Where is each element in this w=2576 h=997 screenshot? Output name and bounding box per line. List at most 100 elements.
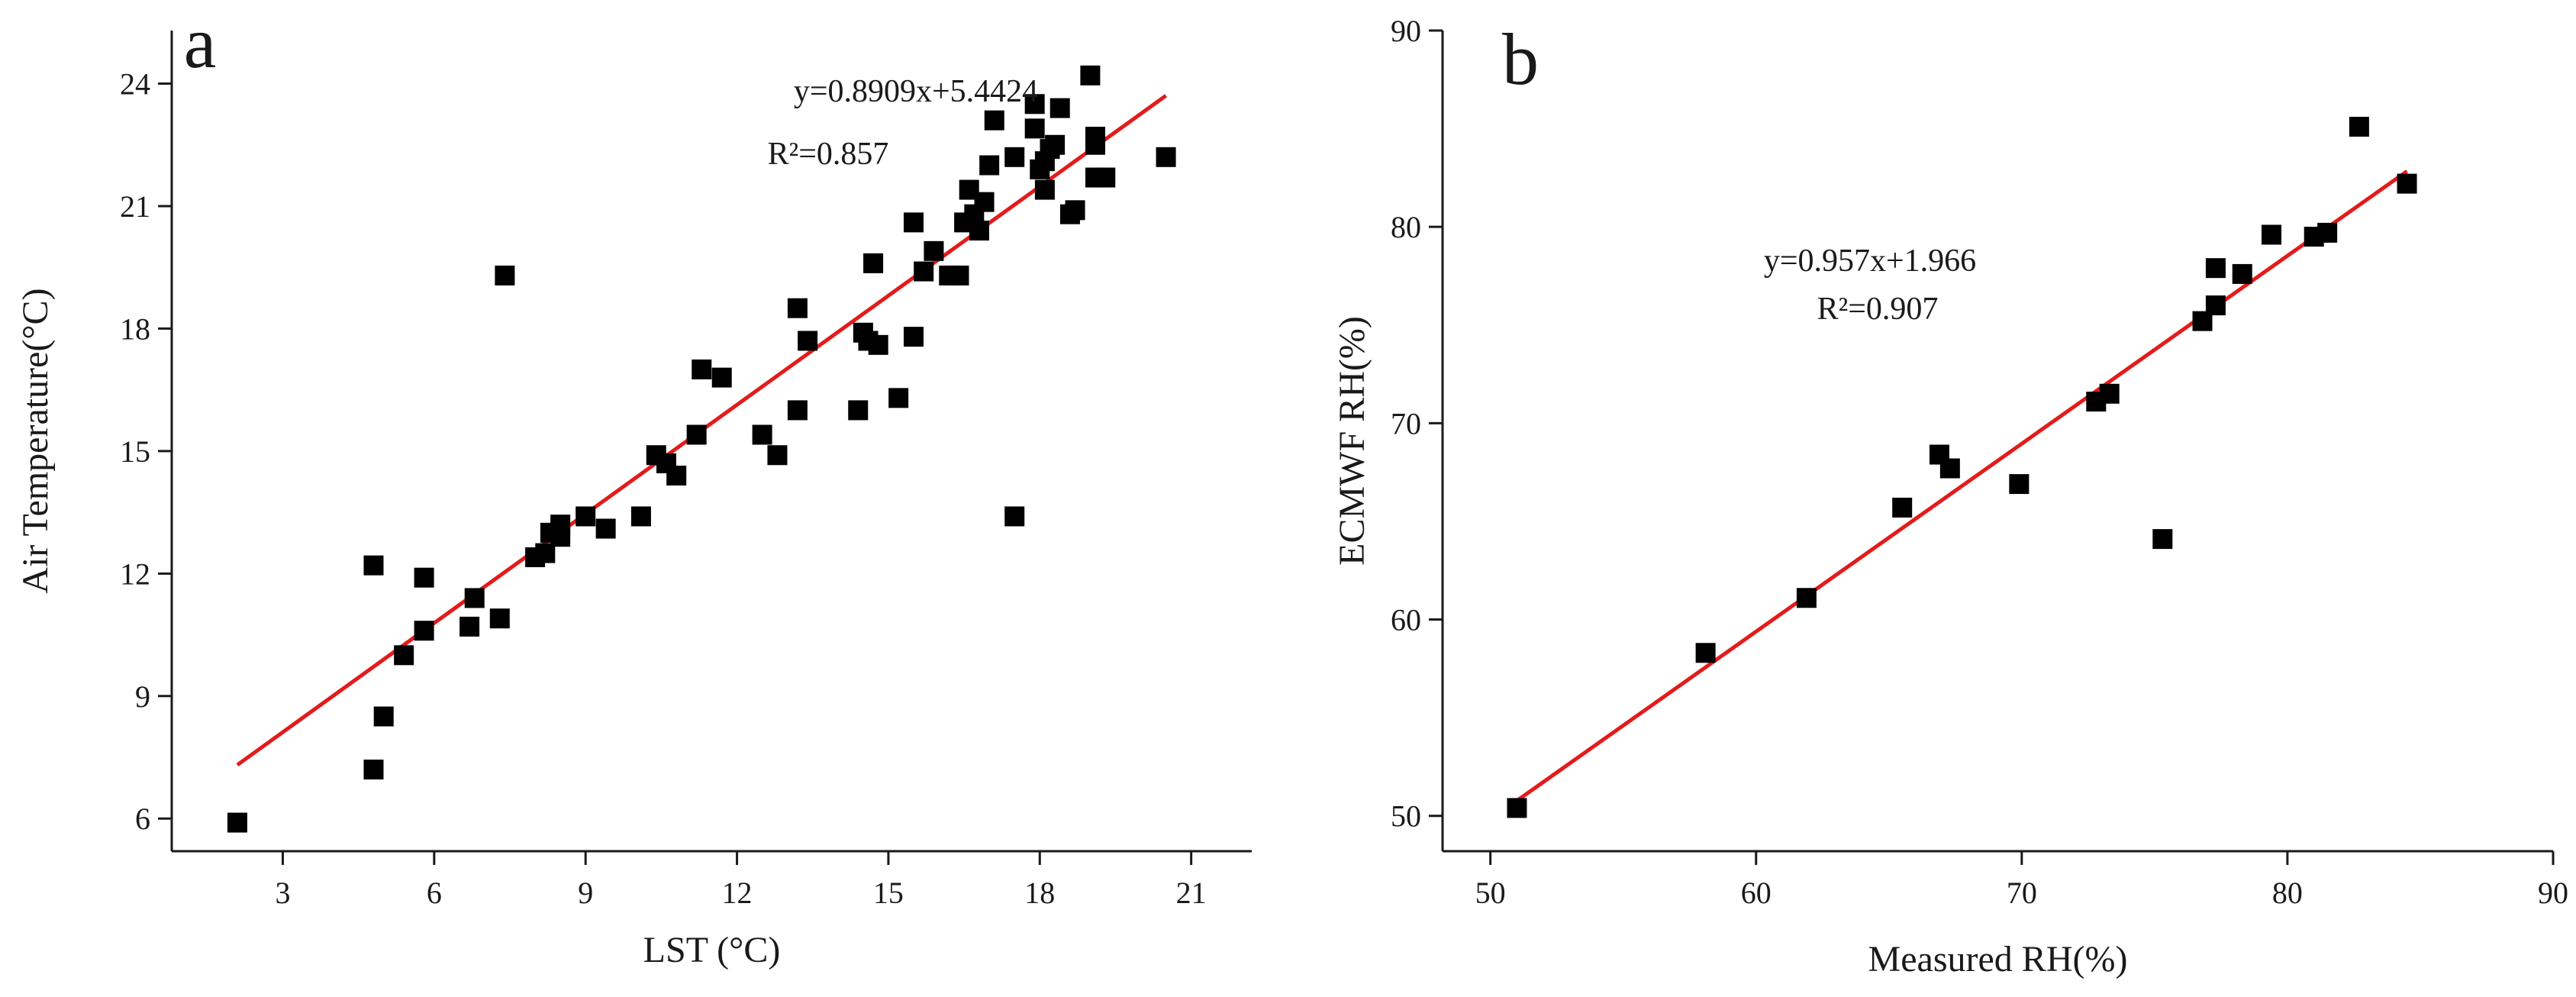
x-axis-label: Measured RH(%) [1868, 939, 2128, 979]
data-point [974, 192, 995, 212]
data-point [363, 760, 384, 780]
data-point [1095, 167, 1116, 188]
x-tick-label: 6 [427, 876, 442, 910]
data-point [2349, 117, 2369, 137]
data-point [979, 155, 1000, 176]
data-point [969, 221, 989, 241]
x-tick-label: 80 [2272, 876, 2303, 910]
data-point [686, 424, 707, 445]
data-point [2009, 474, 2030, 495]
y-tick-label: 60 [1391, 603, 1421, 637]
y-tick-label: 15 [120, 434, 150, 469]
data-point [798, 331, 818, 351]
data-point [2262, 224, 2282, 245]
data-point [666, 465, 687, 486]
y-tick-label: 18 [120, 311, 150, 346]
data-point [1156, 147, 1176, 167]
data-point [903, 212, 924, 233]
data-point [630, 506, 651, 527]
y-tick-label: 50 [1391, 799, 1421, 834]
data-point [1080, 65, 1101, 86]
y-tick-label: 80 [1391, 210, 1421, 244]
data-point [363, 555, 384, 576]
panel-b-chart: 50 60 70 80 90 50 60 70 80 90 b y=0.957x+1.966 R²=0.… [1332, 14, 2568, 979]
data-point [2099, 383, 2120, 404]
data-point [1049, 98, 1070, 118]
data-point [711, 367, 732, 388]
data-point [2205, 258, 2226, 279]
y-tick-label: 9 [135, 679, 150, 714]
x-tick-label: 3 [275, 876, 290, 910]
data-point [414, 567, 434, 588]
data-point [1004, 506, 1025, 527]
data-point [1024, 94, 1045, 115]
x-tick-label: 21 [1176, 876, 1207, 910]
data-point [1892, 497, 1913, 518]
data-point [2232, 263, 2252, 284]
data-point [787, 298, 808, 318]
data-point [459, 616, 480, 637]
data-point [752, 424, 772, 445]
data-point [949, 265, 969, 286]
y-tick-label: 24 [120, 67, 150, 102]
data-point [1065, 200, 1085, 221]
data-point [227, 812, 247, 833]
data-point [575, 506, 596, 527]
fit-line [1516, 169, 2408, 802]
data-point [1004, 147, 1025, 167]
data-point [464, 588, 485, 608]
x-tick-label: 90 [2538, 876, 2568, 910]
panel-letter: b [1502, 18, 1539, 100]
data-point [2397, 173, 2417, 194]
data-point [767, 445, 788, 466]
data-point [489, 608, 510, 629]
y-axis-label: ECMWF RH(%) [1332, 316, 1372, 566]
y-tick-label: 90 [1391, 14, 1421, 48]
data-point [1695, 643, 1716, 663]
x-tick-label: 70 [2007, 876, 2037, 910]
data-point [903, 327, 924, 347]
data-point [692, 359, 712, 379]
x-tick-label: 12 [722, 876, 753, 910]
r-squared-label: R²=0.907 [1817, 292, 1939, 327]
x-tick-label: 60 [1741, 876, 1772, 910]
data-point [1796, 588, 1817, 608]
x-tick-label: 18 [1024, 876, 1055, 910]
r-squared-label: R²=0.857 [768, 137, 889, 172]
data-point [1507, 798, 1527, 818]
y-tick-label: 12 [120, 557, 150, 591]
x-tick-label: 50 [1475, 876, 1506, 910]
data-point [373, 706, 394, 727]
y-tick-label: 6 [135, 802, 150, 836]
data-point [914, 261, 934, 282]
regression-equation: y=0.8909x+5.4424 [794, 74, 1038, 109]
data-point [2152, 529, 2173, 550]
y-axis-label: Air Temperature(°C) [15, 288, 56, 593]
panel-letter: a [184, 2, 217, 83]
data-point [984, 110, 1004, 131]
data-point [495, 265, 515, 286]
data-point [1024, 118, 1045, 139]
data-point [924, 240, 944, 261]
data-point [1034, 179, 1055, 200]
data-point [1939, 458, 1960, 479]
y-tick-label: 21 [120, 189, 150, 224]
regression-equation: y=0.957x+1.966 [1764, 244, 1976, 279]
x-tick-label: 15 [873, 876, 904, 910]
x-tick-label: 9 [578, 876, 593, 910]
data-point [863, 253, 884, 273]
data-point [2317, 222, 2338, 243]
data-point [787, 400, 808, 421]
data-point [848, 400, 869, 421]
x-axis-label: LST (°C) [643, 930, 781, 970]
data-point [1045, 134, 1066, 155]
data-point [550, 515, 571, 535]
data-point [414, 621, 434, 641]
panel-a-chart: 3 6 9 12 15 18 21 6 9 12 15 18 21 24 a y=0.8909x+5.4424… [15, 2, 1252, 970]
data-point [2205, 295, 2226, 316]
data-point [1085, 134, 1106, 155]
y-tick-label: 70 [1391, 406, 1421, 440]
data-point [394, 645, 414, 666]
data-point [868, 334, 888, 355]
